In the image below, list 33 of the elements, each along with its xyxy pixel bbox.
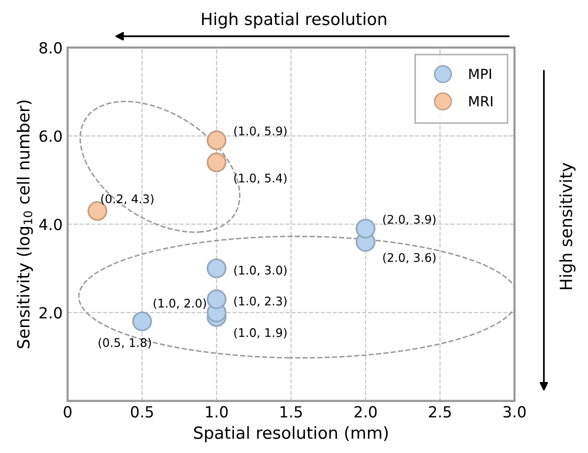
point [206,130,226,150]
point [132,312,152,332]
y-tick-label: 8.0 [40,42,62,54]
data-label: (1.0, 2.3) [234,296,286,307]
legend-label: MPI [469,68,492,79]
data-label: (1.0, 3.0) [234,265,286,276]
point [206,289,226,310]
data-label: (2.0, 3.9) [383,214,436,226]
text: High sensitivity [559,162,576,290]
x-tick-label: 0.5 [130,406,153,418]
y-axis-title: Sensitivity (log$_{10}$ cell number) [16,100,33,348]
x-tick-label: 1.0 [206,406,228,418]
x-tick-label: 2.5 [428,406,451,418]
x-axis-title: Spatial resolution (mm) [194,426,388,442]
legend-label: MRI [469,96,492,106]
y-tick-label: 4.0 [39,218,62,230]
data-label: (2.0, 3.6) [383,252,436,264]
y-tick-label: 2.0 [40,307,62,319]
point [206,258,226,278]
data-label: (1.0, 5.4) [234,173,286,184]
text: High spatial resolution [202,12,386,28]
x-tick-label: 0 [64,406,72,418]
y-tick-label: 6.0 [40,130,62,142]
data-label: (1.0, 1.9) [234,328,286,338]
data-label: (1.0, 5.9) [234,126,286,137]
data-label: (0.5, 1.8) [98,338,151,348]
point [206,152,226,172]
data-label: (0.2, 4.3) [101,194,154,205]
x-tick-label: 1.5 [280,406,302,418]
x-tick-label: 3.0 [504,406,526,418]
point [356,218,376,239]
x-tick-label: 2.0 [354,406,377,418]
data-label: (1.0, 2.0) [154,298,206,310]
